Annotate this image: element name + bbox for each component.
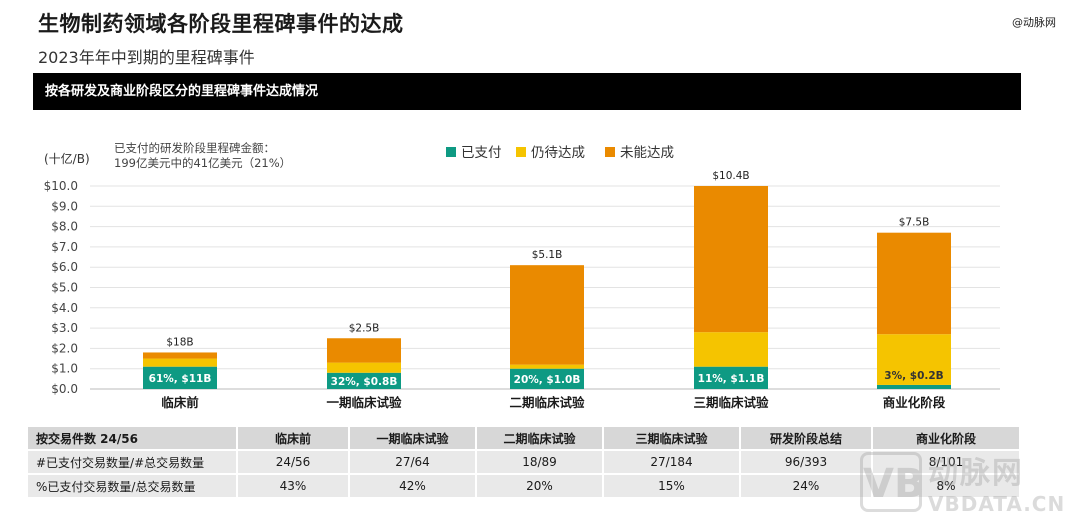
bar-segment-paid xyxy=(694,366,768,389)
bar-segment-failed xyxy=(877,232,951,335)
bar-segment-failed xyxy=(143,352,217,359)
table-cell: 8/101 xyxy=(871,449,1019,474)
y-tick-label: $5.0 xyxy=(51,281,78,295)
table-row: %已支付交易数量/总交易数量 43% 42% 20% 15% 24% 8% xyxy=(28,473,1019,497)
y-tick-label: $7.0 xyxy=(51,240,78,254)
x-category-label: 二期临床试验 xyxy=(509,395,585,410)
paid-note-line-1: 已支付的研发阶段里程碑金额： xyxy=(114,141,275,155)
page-title: 生物制药领域各阶段里程碑事件的达成 xyxy=(38,12,404,36)
section-banner: 按各研发及商业阶段区分的里程碑事件达成情况 xyxy=(33,73,1021,110)
legend: 已支付 仍待达成 未能达成 xyxy=(446,145,674,161)
bar-total-label: $5.1B xyxy=(532,249,563,261)
bar-total-label: $18B xyxy=(166,336,193,348)
table-header-cell: 按交易件数 24/56 xyxy=(28,427,237,450)
bar-paid-label: 3%, $0.2B xyxy=(884,370,943,382)
table-header-cell: 一期临床试验 xyxy=(348,427,476,450)
legend-label-pending: 仍待达成 xyxy=(531,145,585,161)
bar-total-label: $2.5B xyxy=(349,322,380,334)
y-tick-label: $9.0 xyxy=(51,199,78,213)
table-cell: 15% xyxy=(602,473,740,497)
legend-swatch-failed xyxy=(605,147,615,157)
legend-swatch-pending xyxy=(516,147,526,157)
bar-paid-label: 20%, $1.0B xyxy=(514,374,581,386)
bar-total-label: $7.5B xyxy=(899,217,930,229)
y-tick-label: $4.0 xyxy=(51,301,78,315)
y-tick-label: $10.0 xyxy=(44,179,78,193)
y-tick-label: $3.0 xyxy=(51,321,78,335)
legend-swatch-paid xyxy=(446,147,456,157)
table-header-cell: 研发阶段总结 xyxy=(739,427,872,450)
table-cell: 18/89 xyxy=(475,449,603,474)
table-header-row: 按交易件数 24/56 临床前 一期临床试验 二期临床试验 三期临床试验 研发阶… xyxy=(28,427,1019,450)
legend-label-failed: 未能达成 xyxy=(620,145,674,161)
x-category-label: 三期临床试验 xyxy=(693,395,769,410)
bar-segment-paid xyxy=(327,372,401,389)
x-category-label: 商业化阶段 xyxy=(883,395,946,410)
paid-note-line-2: 199亿美元中的41亿美元（21%） xyxy=(114,156,291,170)
bar-segment-pending xyxy=(143,358,217,367)
bar-paid-label: 32%, $0.8B xyxy=(331,376,398,388)
watermark-en: VBDATA.CN xyxy=(928,492,1066,516)
bar-segment-paid xyxy=(877,384,951,389)
table-header-cell: 二期临床试验 xyxy=(475,427,603,450)
bar-paid-label: 11%, $1.1B xyxy=(698,373,765,385)
table-cell: 24% xyxy=(739,473,872,497)
table-cell: %已支付交易数量/总交易数量 xyxy=(28,473,237,497)
bar-paid-label: 61%, $11B xyxy=(149,373,212,385)
table-cell: #已支付交易数量/#总交易数量 xyxy=(28,449,237,474)
table-header-cell: 三期临床试验 xyxy=(602,427,740,450)
bar-segment-pending xyxy=(510,364,584,369)
x-category-label: 临床前 xyxy=(161,395,199,410)
legend-label-paid: 已支付 xyxy=(461,145,502,161)
table-cell: 96/393 xyxy=(739,449,872,474)
source-label: @动脉网 xyxy=(1012,16,1056,29)
table-header-cell: 临床前 xyxy=(236,427,349,450)
table-cell: 27/64 xyxy=(348,449,476,474)
milestone-stacked-bar-chart: $0.0 $1.0 $2.0 $3.0 $4.0 $5.0 $6.0 $7.0 $8.0 $9.0… xyxy=(44,141,1000,410)
bar-segment-paid xyxy=(510,368,584,389)
bar-segment-pending xyxy=(327,362,401,373)
bar-total-label: $10.4B xyxy=(712,170,749,182)
y-tick-label: $6.0 xyxy=(51,260,78,274)
table-cell: 43% xyxy=(236,473,349,497)
bar-segment-failed xyxy=(327,338,401,363)
table-cell: 27/184 xyxy=(602,449,740,474)
table-row: #已支付交易数量/#总交易数量 24/56 27/64 18/89 27/184… xyxy=(28,449,1019,474)
watermark-cn: 动脉网 xyxy=(928,456,1024,491)
table-cell: 20% xyxy=(475,473,603,497)
bar-segment-failed xyxy=(694,186,768,333)
bar-segment-paid xyxy=(143,366,217,389)
deal-count-table: 按交易件数 24/56 临床前 一期临床试验 二期临床试验 三期临床试验 研发阶… xyxy=(28,427,1019,497)
watermark-logo: VB xyxy=(860,452,924,512)
y-tick-label: $8.0 xyxy=(51,220,78,234)
bar-layer xyxy=(143,186,951,389)
table-cell: 8% xyxy=(871,473,1019,497)
x-category-label: 一期临床试验 xyxy=(326,395,402,410)
table-cell: 24/56 xyxy=(236,449,349,474)
y-tick-label: $1.0 xyxy=(51,362,78,376)
y-tick-label: $0.0 xyxy=(51,382,78,396)
bar-segment-pending xyxy=(694,332,768,367)
label-layer: $0.0 $1.0 $2.0 $3.0 $4.0 $5.0 $6.0 $7.0 $8.0 $9.0… xyxy=(44,170,946,410)
table-cell: 42% xyxy=(348,473,476,497)
y-unit-label: (十亿/B) xyxy=(44,151,90,166)
bar-segment-pending xyxy=(877,334,951,385)
watermark: VB 动脉网 VBDATA.CN xyxy=(860,448,1065,516)
y-tick-label: $2.0 xyxy=(51,341,78,355)
bar-segment-failed xyxy=(510,265,584,365)
page-subtitle: 2023年年中到期的里程碑事件 xyxy=(38,48,255,67)
table-header-cell: 商业化阶段 xyxy=(871,427,1019,450)
